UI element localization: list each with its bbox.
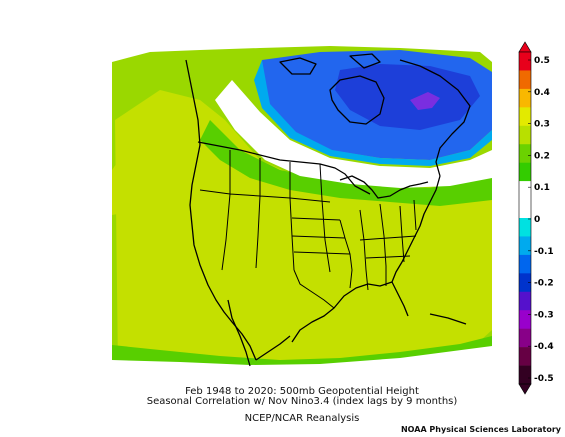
pacific-coastline: [185, 59, 257, 361]
colorbar-swatch: [519, 107, 531, 127]
caption-title: Feb 1948 to 2020: 500mb Geopotential Hei…: [185, 386, 419, 397]
cyan-ring: [254, 60, 492, 166]
colorbar-label: 0.2: [534, 151, 550, 161]
colorbar-swatch: [519, 310, 531, 329]
colorbar-label: 0.4: [534, 88, 550, 98]
atlantic-coastline: [391, 175, 441, 317]
colorbar-swatch: [519, 181, 531, 200]
colorbar-swatch: [519, 199, 531, 219]
colorbar-label: 0.1: [534, 183, 550, 193]
colorbar-swatch: [519, 236, 531, 256]
colorbar-label: -0.3: [534, 310, 554, 320]
caption-dataset: NCEP/NCAR Reanalysis: [244, 413, 360, 424]
colorbar-swatch: [519, 70, 531, 90]
colorbar-frame: [518, 51, 532, 385]
colorbar-top-arrow: [518, 41, 532, 53]
arctic-islands: [279, 53, 381, 75]
colorbar-swatch: [519, 125, 531, 145]
gulf-coastline: [291, 281, 393, 343]
great-lakes: [339, 175, 429, 199]
colorbar-bottom-arrow: [518, 383, 532, 395]
colorbar-swatch: [519, 273, 531, 293]
hudson-bay: [329, 75, 385, 125]
colorbar-label: -0.4: [534, 342, 554, 352]
positive-correlation-region: [115, 90, 492, 370]
colorbar-label: 0.5: [534, 56, 550, 66]
positive-correlation-west: [112, 110, 215, 215]
baja-peninsula: [227, 299, 251, 367]
state-lines-plains: [289, 163, 351, 273]
colorbar-label: -0.2: [534, 279, 554, 289]
colorbar-swatch: [519, 144, 531, 163]
colorbar-swatch: [519, 52, 531, 71]
colorbar-swatch: [519, 162, 531, 182]
colorbar-label: -0.5: [534, 374, 554, 384]
colorbar-swatch: [519, 347, 531, 366]
us-canada-border: [197, 141, 371, 195]
mexico-outline: [255, 335, 291, 361]
labrador-coast: [399, 59, 471, 177]
colorbar-swatch: [519, 365, 531, 385]
minimum-core: [410, 92, 440, 110]
colorbar: 0.5 0.4 0.3 0.2 0.1 0 -0.1 -0.2 -0.3 -0.4 -0.5: [518, 41, 554, 395]
correlation-field: [112, 46, 492, 372]
state-lines-east: [339, 199, 417, 291]
state-lines-west: [199, 150, 295, 271]
colorbar-label: 0.3: [534, 120, 550, 130]
colorbar-label: 0: [534, 215, 540, 225]
colorbar-swatch: [519, 218, 531, 237]
state-borders: [199, 150, 417, 309]
colorbar-swatch: [519, 328, 531, 348]
coastlines: [185, 53, 471, 367]
zero-band-south: [112, 346, 492, 372]
colorbar-swatch: [519, 254, 531, 274]
caption-subtitle: Seasonal Correlation w/ Nov Nino3.4 (ind…: [146, 396, 458, 407]
green-band: [200, 120, 492, 206]
colorbar-swatch: [519, 291, 531, 311]
colorbar-label: -0.1: [534, 247, 554, 257]
colorbar-swatch: [519, 88, 531, 108]
texas-border: [293, 269, 335, 309]
credit-text: NOAA Physical Sciences Laboratory: [400, 425, 561, 434]
cuba: [429, 313, 467, 325]
